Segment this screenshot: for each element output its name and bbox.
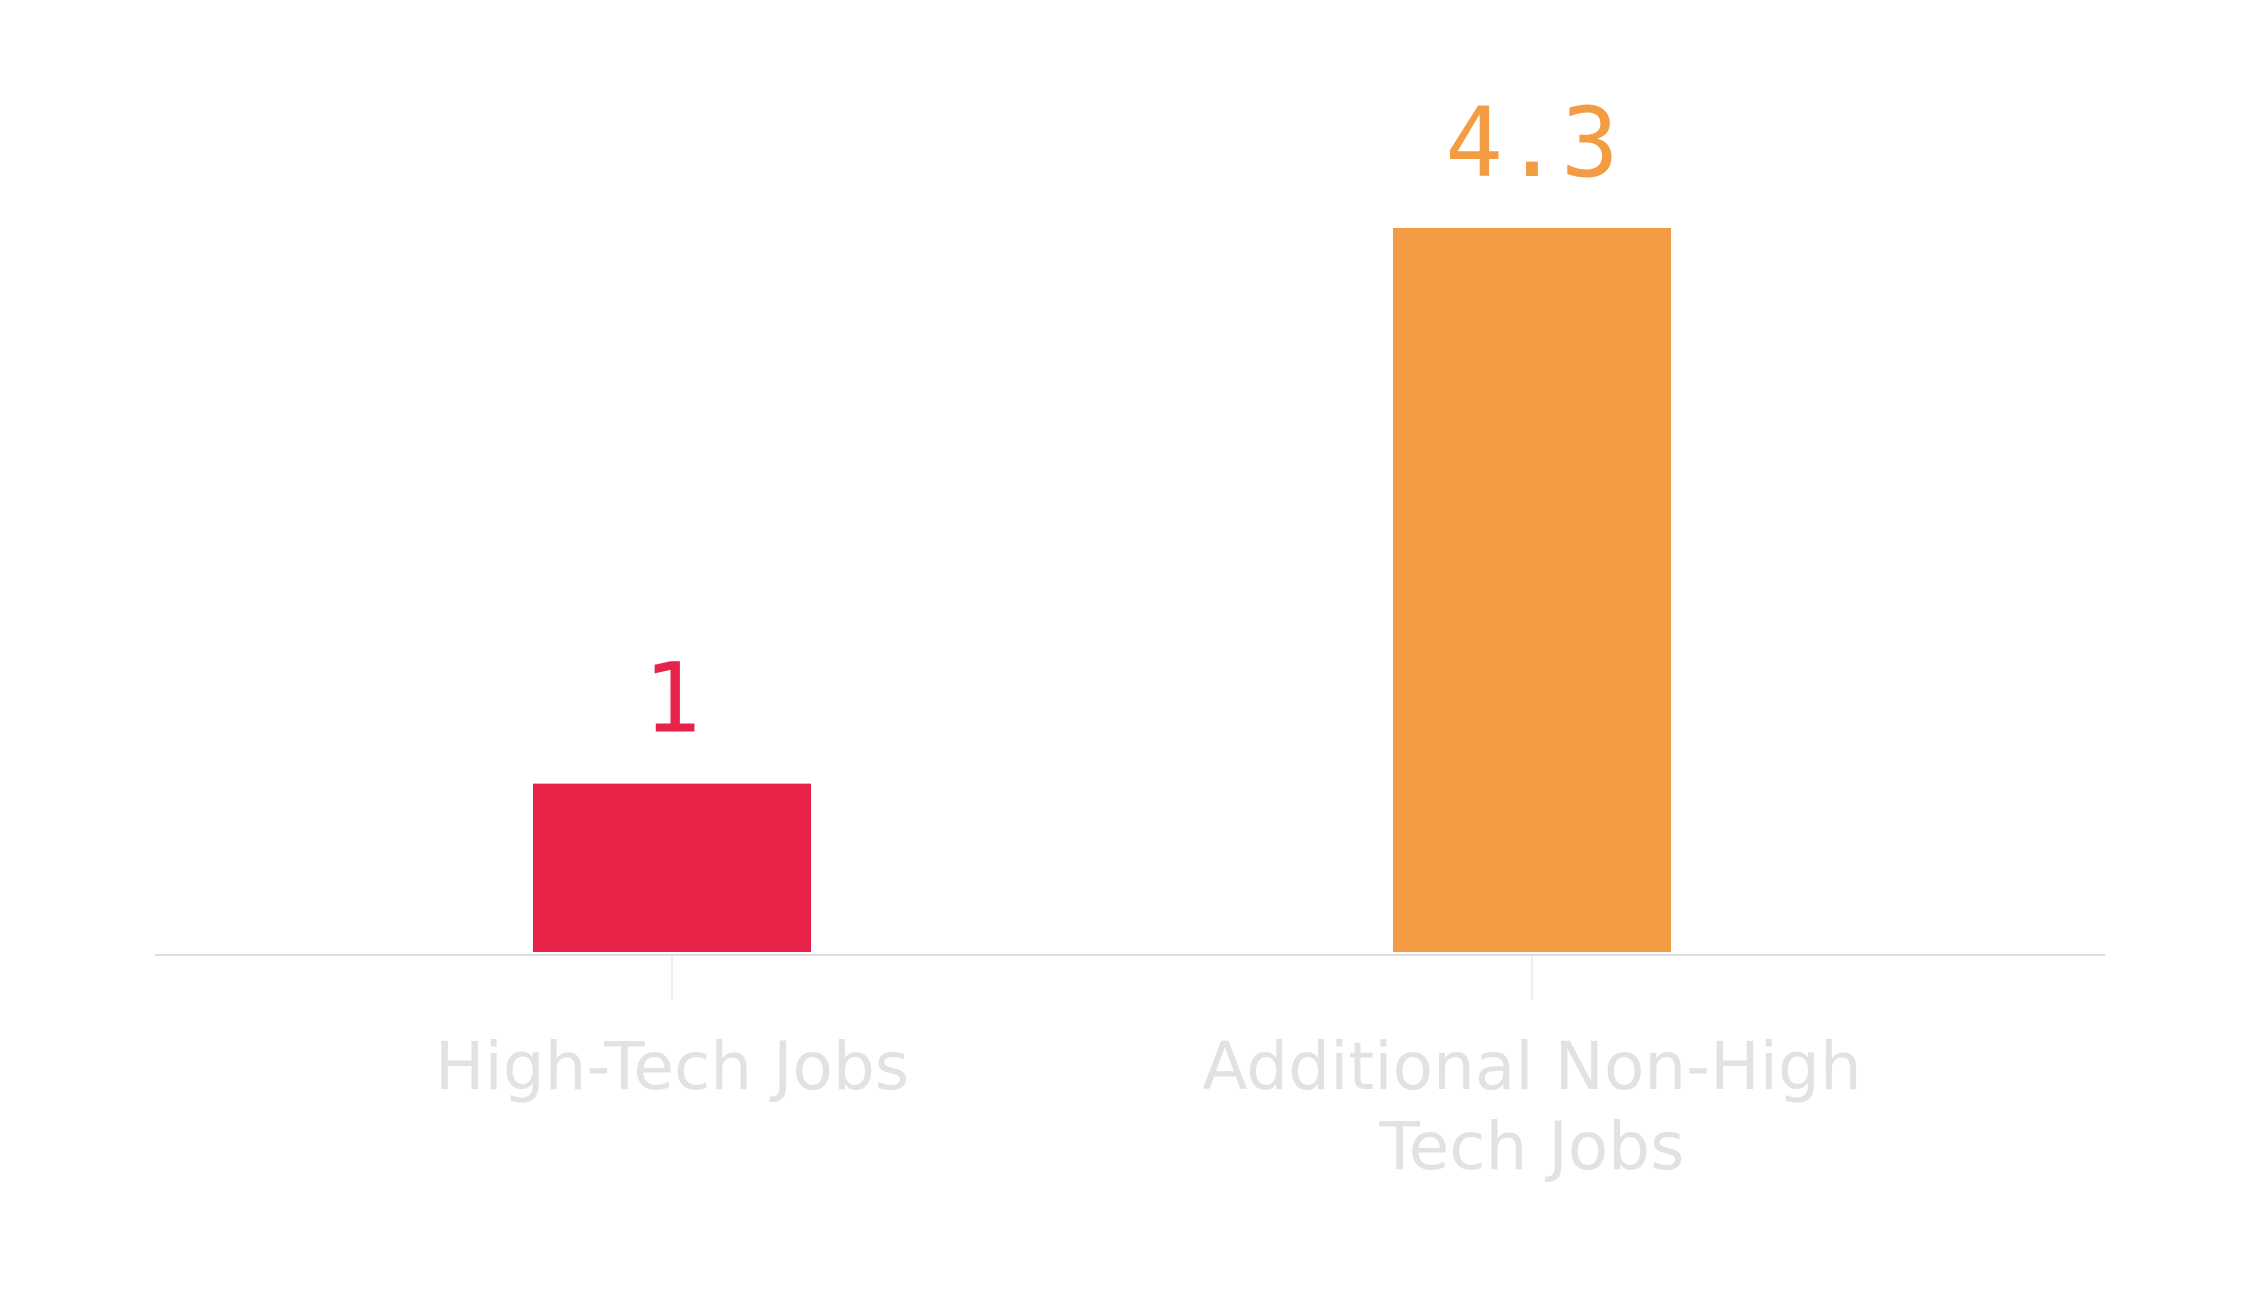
x-axis-ticks <box>671 956 1533 1000</box>
category-label-1-line-1: Tech Jobs <box>1379 1108 1685 1185</box>
value-label-0: 1 <box>643 643 701 755</box>
category-label-0-line-0: High-Tech Jobs <box>435 1028 909 1105</box>
value-label-1: 4.3 <box>1445 87 1618 199</box>
bar-0 <box>533 783 811 952</box>
category-label-1-line-0: Additional Non-High <box>1202 1028 1861 1105</box>
value-labels-group: 14.3 <box>643 87 1619 755</box>
bars-group <box>533 228 1671 952</box>
bar-1 <box>1393 228 1671 952</box>
